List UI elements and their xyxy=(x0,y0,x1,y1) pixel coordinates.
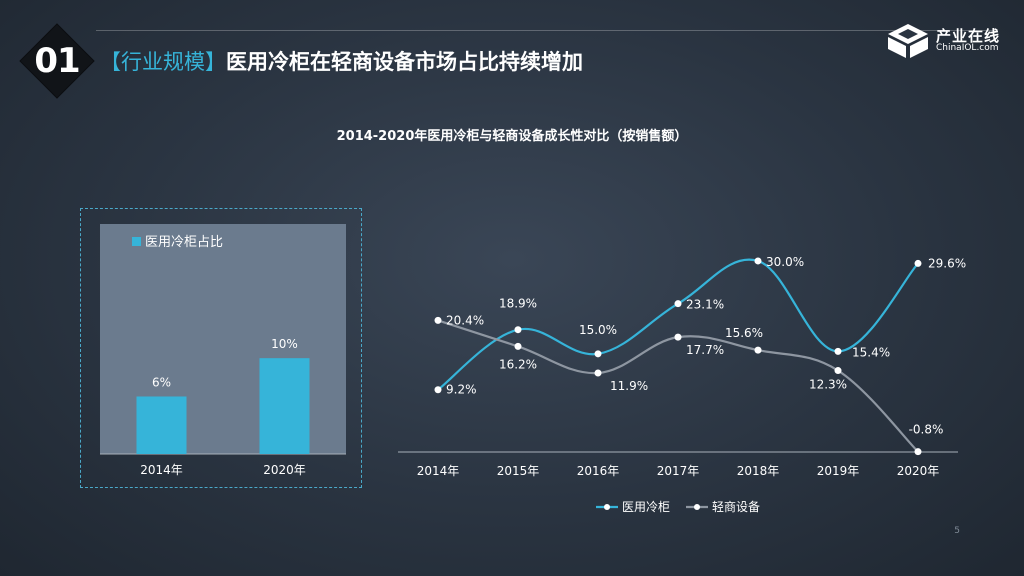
data-label: 23.1% xyxy=(686,298,724,312)
data-point xyxy=(594,369,602,377)
data-point xyxy=(834,367,842,375)
data-label: 9.2% xyxy=(446,383,477,397)
legend-marker xyxy=(694,504,700,510)
data-point xyxy=(434,386,442,394)
x-tick-label: 2016年 xyxy=(577,464,620,478)
brand-logo: 产业在线 ChinaIOL.com xyxy=(886,22,1000,60)
data-label: 15.0% xyxy=(579,323,617,337)
x-tick-label: 2018年 xyxy=(737,464,780,478)
page-number: 5 xyxy=(954,526,960,536)
page-title: 医用冷柜在轻商设备市场占比持续增加 xyxy=(226,50,583,74)
chart-title: 2014-2020年医用冷柜与轻商设备成长性对比（按销售额） xyxy=(336,129,688,144)
data-label: 30.0% xyxy=(766,255,804,269)
data-point xyxy=(914,448,922,456)
cube-logo-icon xyxy=(887,24,928,58)
series-line-medical-freezer xyxy=(437,258,919,391)
data-point xyxy=(594,350,602,358)
x-tick-label: 2017年 xyxy=(657,464,700,478)
series-line-light-commercial xyxy=(437,319,919,453)
legend-label: 医用冷柜 xyxy=(622,500,670,514)
x-tick-label: 2014年 xyxy=(417,464,460,478)
bar-chart-frame xyxy=(80,208,362,488)
data-label: 11.9% xyxy=(610,379,648,393)
data-point xyxy=(434,316,442,324)
data-label: 15.6% xyxy=(725,326,763,340)
legend-marker xyxy=(604,504,610,510)
data-label: 20.4% xyxy=(446,313,484,327)
logo-name-en: ChinaIOL.com xyxy=(935,43,999,54)
data-label: 16.2% xyxy=(499,357,537,371)
data-label: 15.4% xyxy=(852,345,890,359)
data-label: 18.9% xyxy=(499,297,537,311)
data-label: 12.3% xyxy=(809,378,847,392)
x-tick-label: 2020年 xyxy=(897,464,940,478)
top-divider xyxy=(96,30,996,31)
data-point xyxy=(674,333,682,341)
page-headline: 【行业规模】医用冷柜在轻商设备市场占比持续增加 xyxy=(100,46,583,76)
legend-label: 轻商设备 xyxy=(712,499,760,514)
data-label: 29.6% xyxy=(928,256,966,270)
section-number: 01 xyxy=(34,41,80,81)
section-badge xyxy=(19,23,95,99)
data-point xyxy=(914,259,922,267)
x-tick-label: 2019年 xyxy=(817,464,860,478)
line-chart-legend: 医用冷柜 轻商设备 xyxy=(596,499,760,514)
data-point xyxy=(514,342,522,350)
data-point xyxy=(754,257,762,265)
data-point xyxy=(674,300,682,308)
x-tick-label: 2015年 xyxy=(497,464,540,478)
data-point xyxy=(514,326,522,334)
data-point xyxy=(834,347,842,355)
data-label: 17.7% xyxy=(686,343,724,357)
data-point xyxy=(754,346,762,354)
headline-tag: 【行业规模】 xyxy=(100,50,226,74)
logo-name-cn: 产业在线 xyxy=(935,26,1000,45)
data-label: -0.8% xyxy=(909,423,944,437)
